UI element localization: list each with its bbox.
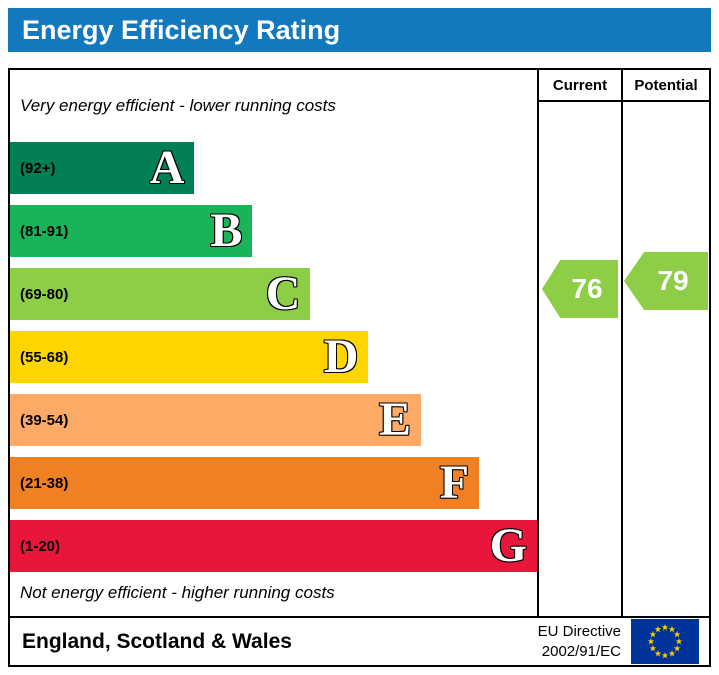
band-range-label: (1-20): [20, 537, 61, 555]
band-letter: E: [379, 393, 412, 446]
band-row-d: (55-68) D: [10, 330, 369, 383]
band-range-label: (21-38): [20, 474, 69, 492]
potential-rating-value: 79: [657, 265, 689, 296]
band-letter: D: [323, 330, 359, 383]
band-row-e: (39-54) E: [10, 393, 422, 446]
band-row-f: (21-38) F: [10, 456, 480, 509]
eu-directive-label: EU Directive 2002/91/EC: [538, 622, 621, 661]
band-column: Very energy efficient - lower running co…: [10, 70, 537, 616]
region-label: England, Scotland & Wales: [22, 629, 292, 653]
band-letter: A: [149, 141, 185, 194]
page-title: Energy Efficiency Rating: [22, 14, 341, 45]
eu-flag-icon: [631, 619, 699, 664]
current-rating-arrow: 76: [542, 260, 618, 318]
potential-column: Potential 79: [621, 70, 709, 616]
band-row-a: (92+) A: [10, 141, 195, 194]
eu-directive-line1: EU Directive: [537, 623, 621, 640]
band-row-b: (81-91) B: [10, 204, 253, 257]
band-range-label: (39-54): [20, 411, 69, 429]
bottom-note: Not energy efficient - higher running co…: [20, 583, 335, 602]
band-range-label: (92+): [20, 159, 56, 177]
band-range-label: (69-80): [20, 285, 69, 303]
band-range-label: (81-91): [20, 222, 69, 240]
top-note: Very energy efficient - lower running co…: [20, 96, 336, 115]
page-title-bar: Energy Efficiency Rating: [8, 8, 711, 52]
band-letter: B: [210, 204, 243, 257]
chart-area: Very energy efficient - lower running co…: [10, 70, 709, 616]
band-row-g: (1-20) G: [10, 520, 537, 572]
energy-rating-chart: Very energy efficient - lower running co…: [8, 68, 711, 667]
current-rating-value: 76: [571, 273, 603, 304]
current-column-header: Current: [539, 70, 621, 102]
band-letter: C: [265, 267, 301, 320]
potential-rating-arrow: 79: [624, 252, 708, 310]
eu-directive-line2: 2002/91/EC: [541, 642, 621, 660]
potential-column-header: Potential: [623, 70, 709, 102]
band-row-c: (69-80) C: [10, 267, 311, 320]
footer: England, Scotland & Wales EU Directive 2…: [10, 616, 709, 665]
band-letter: F: [439, 456, 470, 509]
current-column: Current 76: [537, 70, 621, 616]
band-letter: G: [489, 519, 527, 572]
band-range-label: (55-68): [20, 348, 69, 366]
